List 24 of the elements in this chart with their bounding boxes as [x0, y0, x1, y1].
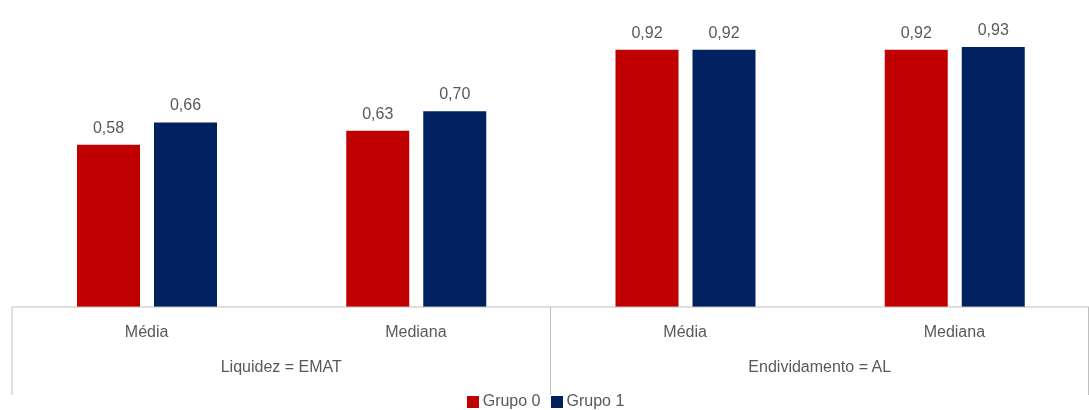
bar: [423, 111, 487, 307]
x-tick-label: Mediana: [385, 323, 447, 340]
bar: [615, 49, 679, 307]
data-label: 0,93: [977, 21, 1009, 38]
bar: [346, 130, 410, 307]
bar: [154, 122, 217, 307]
x-tick-label: Mediana: [923, 323, 986, 340]
data-label: 0,92: [900, 23, 932, 41]
data-label: 0,92: [708, 23, 740, 41]
bar: [884, 49, 948, 307]
x-tick-label: Média: [124, 323, 169, 340]
bar: [961, 47, 1025, 307]
bar: [77, 144, 140, 307]
data-label: 0,70: [439, 85, 471, 103]
data-label: 0,92: [631, 23, 663, 41]
text: Liquidez = EMAT: [220, 358, 343, 375]
data-label: 0,58: [92, 118, 125, 136]
legend-label: Grupo 0: [482, 392, 541, 409]
text: Endividamento = AL: [748, 358, 892, 375]
bar: [692, 49, 756, 307]
legend-label: Grupo 1: [566, 392, 625, 409]
data-label: 0,63: [362, 104, 394, 122]
x-tick-label: Média: [663, 323, 708, 340]
data-label: 0,66: [169, 96, 202, 114]
